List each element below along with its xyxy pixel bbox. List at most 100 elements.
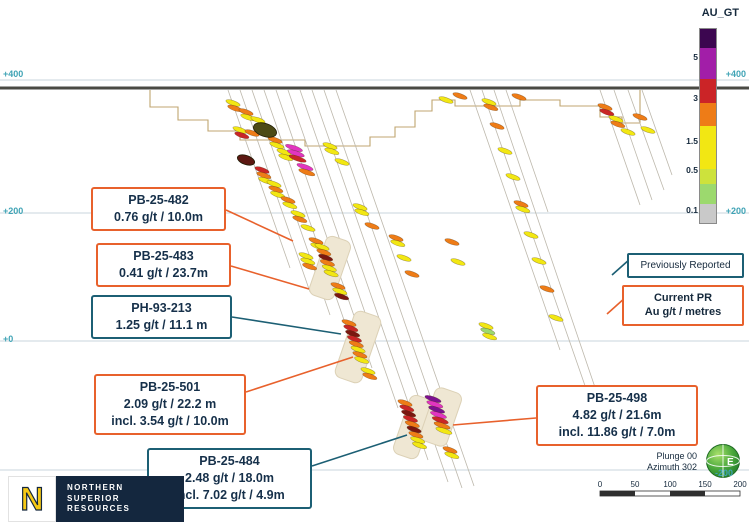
assay-interval-disc <box>444 238 460 246</box>
assay-included-interval: incl. 7.02 g/t / 4.9m <box>174 487 285 502</box>
assay-interval-disc <box>599 108 615 116</box>
scale-segment <box>600 491 635 496</box>
assay-interval-disc <box>640 126 656 134</box>
callout-PB-25-483: PB-25-483 0.41 g/t / 23.7m <box>96 243 231 287</box>
scale-outline <box>599 490 741 497</box>
legend-color-segment <box>700 102 716 126</box>
assay-interval-disc <box>269 141 285 149</box>
assay-interval-disc <box>288 154 307 163</box>
assay-interval-disc <box>482 333 498 341</box>
assay-interval: 0.76 g/t / 10.0m <box>114 209 203 224</box>
assay-interval-disc <box>505 173 521 181</box>
logo-line-northern: NORTHERN <box>67 482 124 492</box>
legend-color-segment <box>700 29 716 49</box>
assay-interval-disc <box>324 147 340 155</box>
assay-interval-disc <box>282 201 298 209</box>
au-gt-color-bar <box>699 28 717 224</box>
callout-PB-25-498: PB-25-498 4.82 g/t / 21.6m incl. 11.86 g… <box>536 385 698 446</box>
assay-interval-disc <box>497 147 513 155</box>
drillhole-trace <box>493 89 603 409</box>
elevation-label-right-plus400: +400 <box>725 69 746 79</box>
drillhole-id: PH-93-213 <box>131 301 192 315</box>
assay-interval-disc <box>298 168 316 177</box>
drillhole-layer <box>0 79 749 489</box>
legend-threshold-label: 1.5 <box>686 135 698 146</box>
legend-color-segment <box>700 48 716 80</box>
view-orientation-info: Plunge 00 Azimuth 302 <box>647 451 697 474</box>
drillhole-trace <box>505 89 549 213</box>
compass-east-label: E <box>727 457 734 468</box>
drillhole-trace <box>263 89 353 344</box>
logo-line-resources: RESOURCES <box>67 504 131 514</box>
assay-interval: 0.41 g/t / 23.7m <box>119 265 208 280</box>
pit-shell-outline <box>149 90 641 147</box>
assay-interval-disc <box>450 258 466 266</box>
legend-color-segment <box>700 203 716 223</box>
assay-interval-disc <box>396 254 412 262</box>
assay-interval-disc <box>364 222 380 230</box>
assay-interval: 1.25 g/t / 11.1 m <box>115 317 208 332</box>
assay-interval-disc <box>404 270 420 278</box>
drillhole-id: PB-25-482 <box>128 193 189 207</box>
scale-label-150: 150 <box>698 480 712 489</box>
logo-line-superior: SUPERIOR <box>67 493 120 503</box>
assay-interval-disc <box>620 128 636 136</box>
legend-color-segment <box>700 79 716 103</box>
assay-interval-disc <box>435 426 453 435</box>
callout-PB-25-501: PB-25-501 2.09 g/t / 22.2 m incl. 3.54 g… <box>94 374 246 435</box>
elevation-label-right-minus200: -200 <box>714 468 733 478</box>
scale-label-50: 50 <box>630 480 640 489</box>
drillhole-trace <box>613 89 653 201</box>
assay-interval-disc <box>632 113 648 121</box>
svg-text:N: N <box>20 481 43 517</box>
assay-included-interval: incl. 11.86 g/t / 7.0m <box>558 424 676 439</box>
callout-leader-line <box>231 316 342 335</box>
assay-interval: 4.82 g/t / 21.6m <box>572 407 662 422</box>
previously-reported-label: Previously Reported <box>640 260 731 271</box>
legend-threshold-label: 5 <box>693 52 698 63</box>
callout-leader-line <box>225 209 294 242</box>
assay-interval-blob <box>253 122 277 138</box>
drillhole-trace <box>299 89 429 461</box>
elevation-label-left-plus400: +400 <box>3 69 24 79</box>
assay-interval-disc <box>390 239 406 247</box>
scale-label-200: 200 <box>733 480 747 489</box>
assay-interval: 2.09 g/t / 22.2 m <box>123 396 217 411</box>
scale-label-100: 100 <box>663 480 677 489</box>
assay-interval-disc <box>278 153 294 161</box>
assay-interval-disc <box>452 92 468 100</box>
current-pr-units: Au g/t / metres <box>644 306 722 319</box>
assay-interval: 2.48 g/t / 18.0m <box>185 470 274 485</box>
legend-color-segment <box>700 125 716 169</box>
assay-interval-disc <box>292 215 308 223</box>
callout-leader-line <box>452 417 537 426</box>
drillhole-trace <box>641 89 673 176</box>
scale-bar <box>599 490 741 497</box>
assay-interval-disc <box>483 103 499 111</box>
assay-interval-disc <box>531 257 547 265</box>
assay-interval-disc <box>354 208 370 216</box>
scale-label-0: 0 <box>597 480 603 489</box>
drillhole-id: PB-25-484 <box>199 454 260 468</box>
drillhole-trace <box>627 89 665 191</box>
plunge-label: Plunge 00 <box>656 451 697 461</box>
elevation-label-right-plus200: +200 <box>725 206 746 216</box>
assay-interval-disc <box>515 205 531 213</box>
assay-interval-blob <box>236 154 256 166</box>
company-logo: N NORTHERN SUPERIOR RESOURCES <box>8 476 184 522</box>
legend-color-segment <box>700 184 716 204</box>
drillhole-id: PB-25-498 <box>586 391 648 405</box>
assay-interval-disc <box>523 231 539 239</box>
assay-interval-disc <box>334 293 350 301</box>
callout-PB-25-482: PB-25-482 0.76 g/t / 10.0m <box>91 187 226 231</box>
drillhole-trace <box>469 89 561 351</box>
current-pr-key: Current PR Au g/t / metres <box>622 285 744 326</box>
assay-interval-disc <box>234 131 250 139</box>
compass-ball: E <box>706 444 740 478</box>
azimuth-label: Azimuth 302 <box>646 462 697 473</box>
assay-interval-disc <box>302 263 318 271</box>
callout-leader-line <box>245 356 354 393</box>
assay-interval-disc <box>438 96 454 104</box>
elevation-label-left-plus0: +0 <box>3 334 14 344</box>
